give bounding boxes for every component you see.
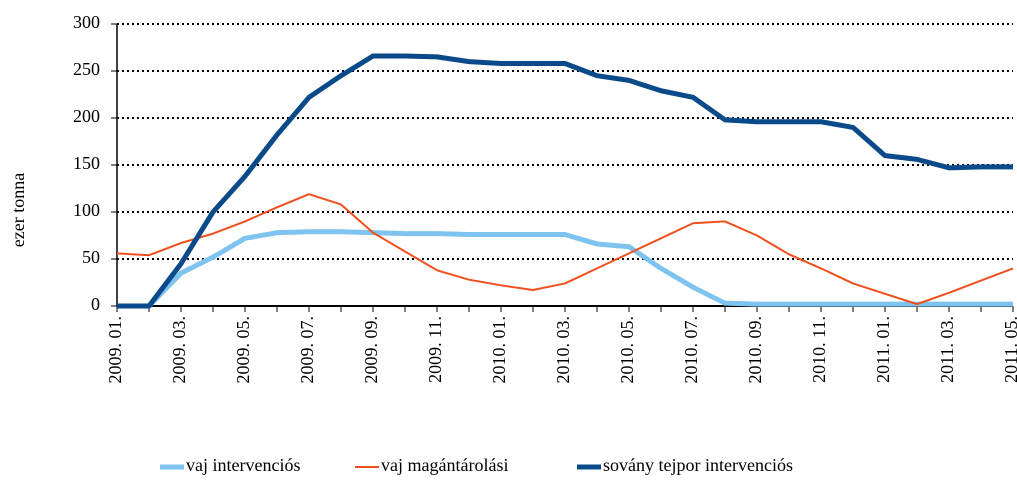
- x-tick-label: 2011. 05.: [1001, 316, 1017, 383]
- y-tick-label: 300: [73, 12, 100, 32]
- x-tick-label: 2010. 09.: [745, 316, 765, 384]
- series-line: [116, 193, 1014, 306]
- x-tick-label: 2010. 01.: [489, 316, 509, 384]
- y-tick-label: 200: [73, 106, 100, 126]
- x-tick-label: 2009. 09.: [361, 316, 381, 384]
- x-tick-label: 2009. 01.: [105, 316, 125, 384]
- x-tick-label: 2011. 01.: [873, 316, 893, 383]
- legend-label: vaj intervenciós: [186, 455, 300, 475]
- series-line: [117, 229, 1013, 309]
- x-tick-label: 2010. 07.: [681, 316, 701, 384]
- x-tick-label: 2010. 11.: [809, 316, 829, 383]
- x-tick-label: 2010. 05.: [617, 316, 637, 384]
- y-tick-label: 100: [73, 200, 100, 220]
- x-tick-label: 2009. 05.: [233, 316, 253, 384]
- x-tick-label: 2010. 03.: [553, 316, 573, 384]
- x-tick-label: 2009. 11.: [425, 316, 445, 383]
- series-line: [117, 53, 1013, 309]
- x-tick-label: 2009. 07.: [297, 316, 317, 384]
- legend-label: sovány tejpor intervenciós: [603, 455, 793, 475]
- legend-label: vaj magántárolási: [381, 455, 508, 475]
- y-axis-label: ezer tonna: [8, 173, 28, 247]
- x-tick-label: 2011. 03.: [937, 316, 957, 383]
- y-tick-label: 250: [73, 59, 100, 79]
- y-tick-label: 50: [82, 247, 100, 267]
- x-tick-label: 2009. 03.: [169, 316, 189, 384]
- y-tick-label: 0: [91, 294, 100, 314]
- y-tick-label: 150: [73, 153, 100, 173]
